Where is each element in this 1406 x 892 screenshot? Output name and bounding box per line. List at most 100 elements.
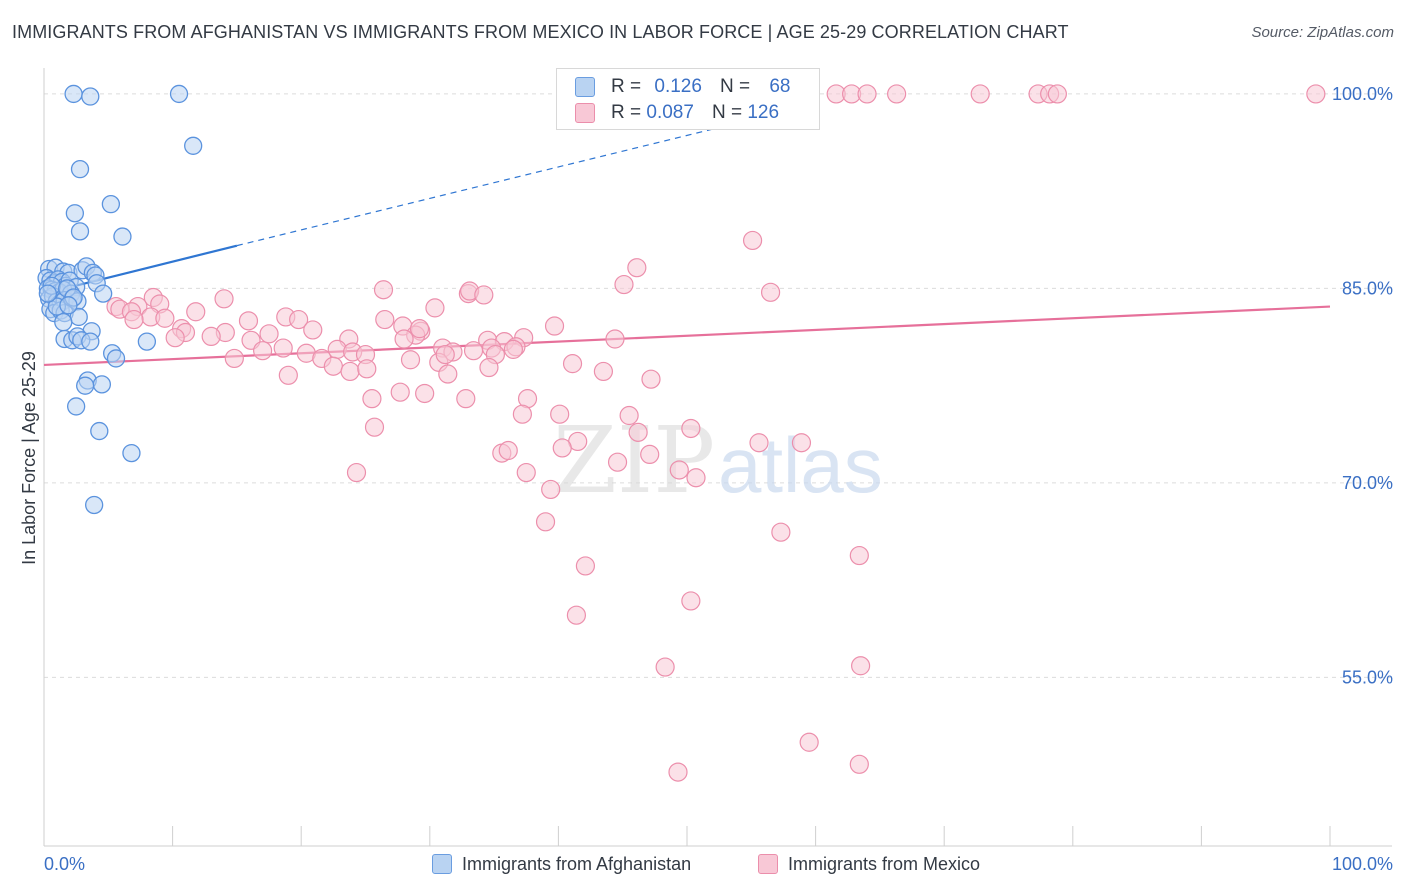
data-point-mexico — [566, 605, 587, 625]
data-point-mexico — [124, 309, 144, 330]
stats-legend: R = 0.126 N = 68 R = 0.087 N = 126 — [556, 68, 820, 130]
data-point-mexico — [394, 329, 414, 349]
data-point-mexico — [749, 433, 769, 453]
data-point-mexico — [669, 460, 689, 480]
data-point-afghanistan — [137, 332, 157, 351]
grid-lines — [44, 93, 1392, 678]
data-point-mexico — [970, 84, 990, 104]
legend-item-afghanistan: Immigrants from Afghanistan — [432, 851, 691, 877]
data-point-mexico — [516, 462, 536, 483]
data-point-mexico — [155, 308, 175, 328]
data-point-mexico — [887, 84, 907, 104]
data-point-mexico — [628, 422, 648, 442]
data-point-afghanistan — [90, 421, 109, 441]
stats-n-value: 126 — [747, 102, 780, 123]
legend-item-mexico: Immigrants from Mexico — [758, 851, 980, 877]
data-point-mexico — [303, 320, 323, 340]
data-point-mexico — [1306, 84, 1326, 104]
data-point-afghanistan — [59, 296, 78, 315]
stats-n-label: N = — [719, 76, 751, 97]
data-point-mexico — [681, 418, 701, 439]
legend-label-afghanistan: Immigrants from Afghanistan — [462, 853, 692, 874]
y-tick-label: 70.0% — [1342, 473, 1393, 493]
data-point-afghanistan — [81, 87, 100, 106]
data-point-mexico — [346, 462, 367, 483]
data-point-mexico — [851, 656, 871, 676]
chart-title: IMMIGRANTS FROM AFGHANISTAN VS IMMIGRANT… — [12, 22, 1069, 42]
data-point-mexico — [362, 389, 382, 409]
data-point-mexico — [791, 433, 812, 453]
data-point-mexico — [201, 326, 221, 347]
stats-row-afghanistan: R = 0.126 N = 68 — [575, 75, 790, 99]
data-point-afghanistan — [64, 84, 83, 104]
data-point-mexico — [479, 357, 499, 378]
data-point-mexico — [562, 354, 583, 374]
x-tick-label: 0.0% — [44, 854, 85, 874]
data-point-mexico — [857, 84, 877, 104]
data-point-mexico — [238, 311, 259, 331]
data-point-mexico — [390, 382, 410, 402]
data-point-mexico — [535, 512, 556, 532]
data-point-mexico — [165, 328, 185, 348]
data-point-afghanistan — [85, 495, 104, 515]
data-point-mexico — [273, 338, 293, 358]
stats-n-label: N = — [711, 102, 743, 123]
data-point-mexico — [357, 359, 377, 379]
data-point-mexico — [415, 383, 435, 404]
legend-swatch-mexico — [758, 854, 778, 874]
data-point-mexico — [373, 280, 394, 300]
data-point-mexico — [668, 762, 688, 782]
data-point-mexico — [289, 309, 309, 330]
data-point-mexico — [474, 285, 494, 305]
data-point-afghanistan — [184, 136, 203, 155]
data-point-afghanistan — [101, 194, 121, 214]
data-point-mexico — [614, 274, 634, 295]
trend-line-afghanistan-extension — [236, 112, 778, 247]
data-point-mexico — [640, 444, 660, 465]
series-afghanistan-points — [37, 84, 203, 515]
stats-r-value: 0.087 — [646, 102, 694, 123]
data-point-mexico — [323, 356, 343, 376]
data-point-mexico — [503, 339, 523, 359]
data-point-mexico — [435, 344, 455, 365]
data-point-afghanistan — [70, 159, 90, 179]
chart-source: Source: ZipAtlas.com — [1251, 24, 1394, 41]
axes — [43, 68, 1392, 847]
y-tick-label: 55.0% — [1342, 667, 1393, 687]
legend-swatch-afghanistan — [432, 854, 452, 874]
watermark: ZIP atlas — [553, 407, 883, 514]
stats-n-value: 68 — [769, 76, 791, 97]
data-point-mexico — [340, 361, 360, 382]
data-point-mexico — [186, 302, 206, 322]
data-point-afghanistan — [122, 443, 141, 463]
data-point-mexico — [512, 404, 532, 424]
data-point-mexico — [498, 440, 518, 461]
data-point-mexico — [278, 365, 298, 385]
data-point-mexico — [552, 438, 572, 458]
data-point-mexico — [425, 298, 445, 318]
data-point-mexico — [541, 479, 561, 500]
data-point-mexico — [607, 452, 628, 472]
stats-r-value: 0.126 — [654, 76, 702, 97]
data-point-mexico — [1047, 84, 1067, 104]
data-point-mexico — [214, 289, 234, 309]
series-mexico-points — [106, 84, 1326, 782]
data-point-mexico — [550, 404, 570, 424]
data-point-mexico — [400, 350, 421, 370]
legend-label-mexico: Immigrants from Mexico — [788, 853, 981, 874]
data-point-afghanistan — [70, 222, 90, 241]
data-point-mexico — [641, 369, 661, 389]
data-point-mexico — [681, 591, 701, 611]
stats-r-label: R = — [611, 76, 642, 97]
y-tick-label: 85.0% — [1342, 278, 1393, 298]
data-point-mexico — [742, 230, 763, 251]
trend-lines — [43, 112, 1331, 367]
data-point-mexico — [409, 319, 430, 339]
stats-row-mexico: R = 0.087 N = 126 — [575, 101, 779, 125]
data-point-mexico — [259, 324, 279, 344]
data-point-afghanistan — [94, 284, 113, 303]
data-point-afghanistan — [76, 376, 95, 395]
data-point-mexico — [253, 341, 273, 361]
stats-r-label: R = — [611, 102, 642, 123]
